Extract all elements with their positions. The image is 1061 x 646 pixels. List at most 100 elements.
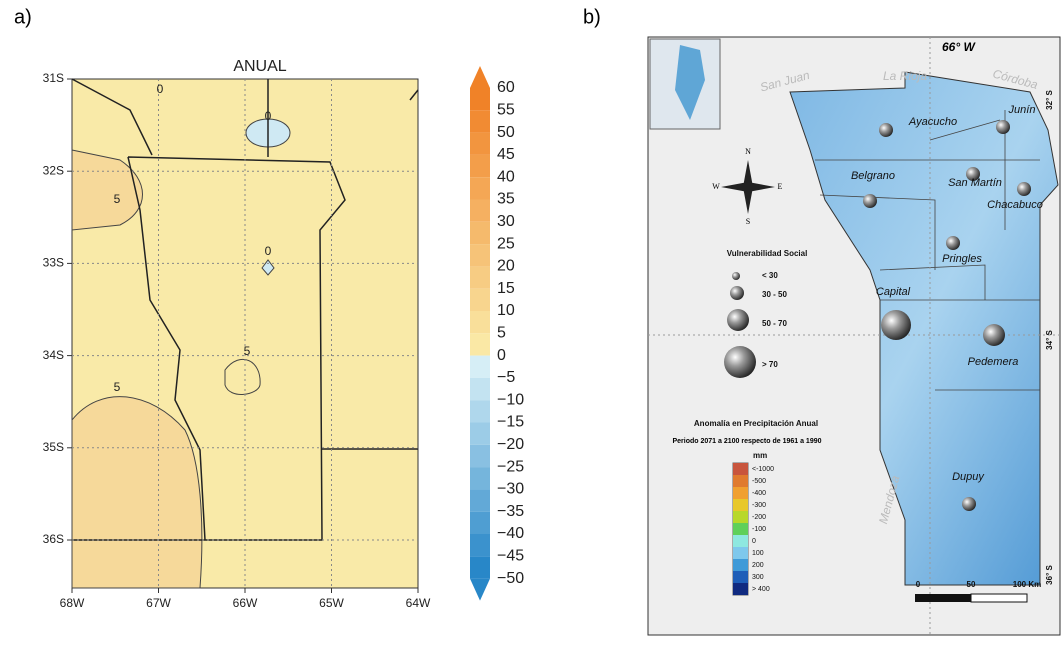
department-label: Dupuy [952, 471, 985, 483]
legend-label: > 70 [762, 360, 778, 369]
vulnerability-marker [881, 310, 911, 340]
department-label: Chacabuco [987, 199, 1043, 211]
compass-label: E [778, 182, 783, 191]
colorbar-label: 55 [497, 102, 515, 119]
panel-label: b) [583, 6, 601, 28]
scale-label: 100 Km [1013, 580, 1041, 589]
compass-label: W [712, 182, 720, 191]
colorbar-label: −25 [497, 458, 524, 475]
colorbar-label: 10 [497, 302, 515, 319]
legend-swatch [733, 535, 748, 547]
legend-swatch [733, 499, 748, 511]
panel-label: a) [14, 6, 32, 28]
colorbar-label: 30 [497, 213, 515, 230]
map-b: <-1000-500-400-300-200-1000100200300> 40… [648, 37, 1060, 635]
colorbar-band [470, 445, 490, 467]
department-label: Capital [876, 286, 911, 298]
legend-label: -400 [752, 490, 766, 497]
scale-label: 50 [967, 580, 976, 589]
colorbar-band [470, 88, 490, 110]
colorbar-label: −35 [497, 503, 524, 520]
compass-label: S [746, 217, 750, 226]
legend-label: <-1000 [752, 466, 774, 473]
colorbar-cap [470, 579, 490, 601]
province-label: La Rioja [883, 69, 927, 83]
x-tick-label: 67W [146, 596, 171, 610]
legend-swatch [733, 571, 748, 583]
department-label: Pringles [942, 253, 982, 265]
colorbar-band [470, 356, 490, 378]
legend-swatch [733, 463, 748, 475]
y-tick-label: 35S [43, 440, 64, 454]
colorbar-band [470, 133, 490, 155]
meridian-label: 66° W [942, 40, 976, 54]
vulnerability-marker [962, 497, 976, 511]
legend-marker [724, 346, 756, 378]
legend-label: 30 - 50 [762, 290, 787, 299]
colorbar-band [470, 311, 490, 333]
department-label: Ayacucho [908, 116, 957, 128]
department-label: Junín [1008, 104, 1036, 116]
scale-label: 0 [916, 580, 921, 589]
contour-label: 5 [114, 192, 121, 206]
legend-swatch [733, 547, 748, 559]
vulnerability-marker [996, 120, 1010, 134]
colorbar-label: 35 [497, 191, 515, 208]
colorbar-band [470, 244, 490, 266]
legend-label: 300 [752, 574, 764, 581]
legend-label: 50 - 70 [762, 319, 787, 328]
colorbar-label: 15 [497, 280, 515, 297]
legend-label: < 30 [762, 271, 778, 280]
colorbar-band [470, 200, 490, 222]
legend-marker [732, 272, 740, 280]
legend-label: > 400 [752, 586, 770, 593]
colorbar-band [470, 423, 490, 445]
legend-swatch [733, 583, 748, 595]
figure: a) b) ANUAL 0 0 0 5 5 5 6055504540353025… [0, 0, 1061, 641]
latitude-label: 36° S [1045, 565, 1054, 585]
legend-label: 0 [752, 538, 756, 545]
legend-label: -200 [752, 514, 766, 521]
latitude-label: 32° S [1045, 90, 1054, 110]
colorbar-band [470, 289, 490, 311]
legend-label: 100 [752, 550, 764, 557]
y-tick-label: 31S [43, 71, 64, 85]
x-tick-label: 64W [406, 596, 431, 610]
latitude-label: 34° S [1045, 330, 1054, 350]
page: a) b) ANUAL 0 0 0 5 5 5 6055504540353025… [0, 0, 1061, 646]
contour-label: 5 [114, 380, 121, 394]
vulnerability-marker [863, 194, 877, 208]
colorbar-label: −30 [497, 481, 524, 498]
legend-label: -100 [752, 526, 766, 533]
colorbar-label: 5 [497, 325, 506, 342]
x-tick-label: 66W [233, 596, 258, 610]
colorbar-band [470, 222, 490, 244]
colorbar-band [470, 467, 490, 489]
colorbar-band [470, 155, 490, 177]
legend-marker [727, 309, 749, 331]
scale-bar [915, 594, 971, 602]
department-label: Pedemera [968, 356, 1019, 368]
map-title: ANUAL [233, 58, 286, 75]
y-tick-label: 32S [43, 163, 64, 177]
legend-swatch [733, 511, 748, 523]
y-tick-label: 33S [43, 256, 64, 270]
colorbar-label: 45 [497, 146, 515, 163]
contour-label: 0 [265, 244, 272, 258]
scale-bar [971, 594, 1027, 602]
colorbar-band [470, 512, 490, 534]
colorbar-label: −45 [497, 548, 524, 565]
colorbar-band [470, 534, 490, 556]
colorbar-band [470, 110, 490, 132]
map-a [67, 79, 418, 593]
legend-title: Anomalía en Precipitación Anual [694, 419, 818, 428]
compass-label: N [745, 147, 751, 156]
colorbar-label: −5 [497, 369, 515, 386]
colorbar-label: −20 [497, 436, 524, 453]
colorbar-label: −10 [497, 391, 524, 408]
x-tick-label: 65W [319, 596, 344, 610]
contour-label: 0 [265, 109, 272, 123]
vulnerability-marker [983, 324, 1005, 346]
colorbar-band [470, 266, 490, 288]
colorbar-band [470, 378, 490, 400]
